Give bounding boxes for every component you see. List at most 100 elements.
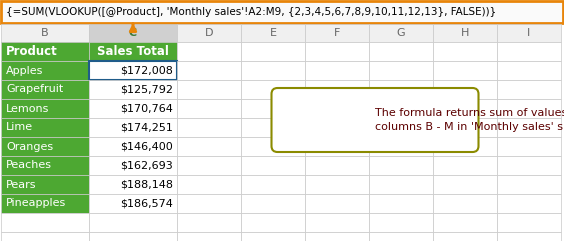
Bar	[369, 232, 433, 241]
Text: $188,148: $188,148	[120, 180, 173, 189]
Bar	[1, 213, 89, 232]
Bar	[241, 24, 305, 42]
Bar	[433, 118, 497, 137]
Bar	[433, 80, 497, 99]
Bar	[89, 156, 177, 175]
Text: I: I	[527, 28, 531, 38]
Text: Sales Total: Sales Total	[97, 45, 169, 58]
Bar	[305, 42, 369, 61]
Bar	[433, 137, 497, 156]
Bar	[89, 24, 177, 42]
Bar	[241, 213, 305, 232]
Bar	[497, 194, 561, 213]
Bar	[433, 61, 497, 80]
FancyBboxPatch shape	[271, 88, 478, 152]
Bar	[241, 232, 305, 241]
Bar	[241, 175, 305, 194]
Text: Pineapples: Pineapples	[6, 199, 66, 208]
Text: E: E	[270, 28, 276, 38]
Bar	[497, 118, 561, 137]
Text: $174,251: $174,251	[120, 122, 173, 133]
Text: The formula returns sum of values in
columns B - M in 'Monthly sales' sheet.: The formula returns sum of values in col…	[375, 107, 564, 132]
Bar	[241, 99, 305, 118]
Text: Lime: Lime	[6, 122, 33, 133]
Bar	[369, 156, 433, 175]
Bar	[433, 24, 497, 42]
Bar	[1, 194, 89, 213]
Bar	[177, 194, 241, 213]
Bar	[305, 80, 369, 99]
Bar	[497, 213, 561, 232]
Bar	[89, 99, 177, 118]
Text: Grapefruit: Grapefruit	[6, 85, 63, 94]
Bar	[1, 24, 89, 42]
Text: F: F	[334, 28, 340, 38]
Bar	[177, 213, 241, 232]
Text: C: C	[129, 28, 137, 38]
Bar	[1, 61, 89, 80]
Bar	[305, 61, 369, 80]
Bar	[433, 194, 497, 213]
Bar	[369, 118, 433, 137]
Bar	[305, 99, 369, 118]
Text: Peaches: Peaches	[6, 161, 52, 170]
Text: $170,764: $170,764	[120, 103, 173, 114]
Text: {=SUM(VLOOKUP([@Product], 'Monthly sales'!A2:M9, {2,3,4,5,6,7,8,9,10,11,12,13}, : {=SUM(VLOOKUP([@Product], 'Monthly sales…	[6, 7, 496, 17]
Bar	[369, 137, 433, 156]
Bar	[177, 42, 241, 61]
Text: $146,400: $146,400	[120, 141, 173, 152]
Bar	[89, 213, 177, 232]
Bar	[89, 61, 177, 80]
Bar	[369, 61, 433, 80]
Bar	[177, 61, 241, 80]
Bar	[433, 99, 497, 118]
Bar	[241, 156, 305, 175]
Text: Oranges: Oranges	[6, 141, 53, 152]
Text: H: H	[461, 28, 469, 38]
Bar	[433, 42, 497, 61]
Bar	[1, 99, 89, 118]
Bar	[1, 232, 89, 241]
Bar	[305, 118, 369, 137]
Bar	[89, 194, 177, 213]
Bar	[89, 175, 177, 194]
Bar	[241, 137, 305, 156]
Bar	[497, 232, 561, 241]
Bar	[241, 80, 305, 99]
Bar	[369, 80, 433, 99]
Bar	[433, 213, 497, 232]
Bar	[497, 24, 561, 42]
Bar	[369, 24, 433, 42]
Bar	[369, 175, 433, 194]
Bar	[177, 156, 241, 175]
Text: G: G	[396, 28, 406, 38]
Bar	[177, 118, 241, 137]
Text: Lemons: Lemons	[6, 103, 50, 114]
Bar	[1, 175, 89, 194]
Bar	[177, 80, 241, 99]
Bar	[177, 137, 241, 156]
Bar	[433, 232, 497, 241]
Bar	[305, 194, 369, 213]
Bar	[369, 213, 433, 232]
Text: $162,693: $162,693	[120, 161, 173, 170]
Bar	[369, 42, 433, 61]
Bar	[1, 42, 89, 61]
Bar	[89, 80, 177, 99]
Bar	[241, 61, 305, 80]
Bar	[497, 42, 561, 61]
Bar	[369, 99, 433, 118]
Bar	[497, 137, 561, 156]
Bar	[177, 24, 241, 42]
Text: Product: Product	[6, 45, 58, 58]
Text: $186,574: $186,574	[120, 199, 173, 208]
Bar	[1, 118, 89, 137]
Bar	[305, 213, 369, 232]
FancyBboxPatch shape	[1, 1, 563, 23]
Bar	[369, 194, 433, 213]
Bar	[433, 156, 497, 175]
Text: B: B	[41, 28, 49, 38]
Bar	[497, 99, 561, 118]
Bar	[305, 232, 369, 241]
Bar	[241, 42, 305, 61]
